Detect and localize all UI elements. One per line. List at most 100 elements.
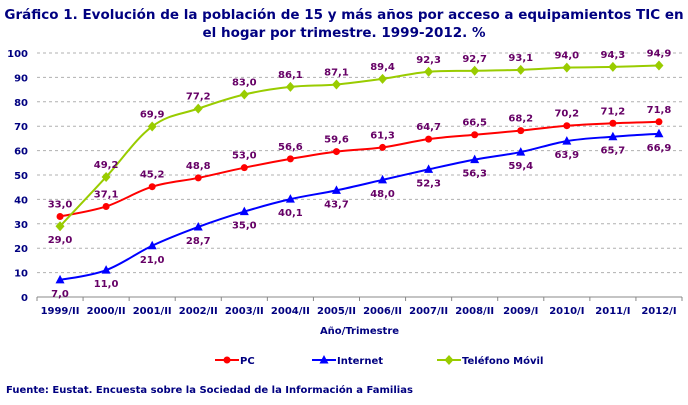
data-label: 65,7 xyxy=(601,146,626,157)
data-point-marker xyxy=(148,183,156,191)
data-point-marker xyxy=(562,62,572,73)
data-label: 59,6 xyxy=(324,135,349,146)
data-point-marker xyxy=(470,65,480,76)
data-label: 94,9 xyxy=(647,48,672,59)
data-point-marker xyxy=(424,164,434,173)
data-point-marker xyxy=(654,60,664,71)
data-point-marker xyxy=(378,73,388,84)
x-tick-label: 1999/II xyxy=(41,306,80,317)
y-tick-label: 20 xyxy=(14,244,28,255)
data-label: 35,0 xyxy=(232,221,257,232)
x-tick-label: 2011/I xyxy=(595,306,630,317)
chart-title: Gráfico 1. Evolución de la población de … xyxy=(4,7,684,41)
data-label: 94,3 xyxy=(601,50,626,61)
y-tick-label: 100 xyxy=(7,49,28,60)
data-label: 49,2 xyxy=(94,160,119,171)
data-label: 59,4 xyxy=(508,161,533,172)
data-label: 77,2 xyxy=(186,92,211,103)
source-note: Fuente: Eustat. Encuesta sobre la Socied… xyxy=(6,385,413,396)
data-point-marker xyxy=(285,81,295,92)
data-label: 71,8 xyxy=(647,105,672,116)
data-label: 92,7 xyxy=(462,54,487,65)
data-point-marker xyxy=(516,64,526,75)
x-tick-label: 2006/II xyxy=(363,306,402,317)
x-tick-label: 2005/II xyxy=(317,306,356,317)
legend-marker xyxy=(444,355,454,365)
y-tick-label: 70 xyxy=(14,122,28,133)
data-point-marker xyxy=(517,127,525,135)
data-label: 83,0 xyxy=(232,77,257,88)
data-label: 94,0 xyxy=(554,51,579,62)
data-label: 40,1 xyxy=(278,208,303,219)
data-label: 48,8 xyxy=(186,161,211,172)
legend-label: PC xyxy=(240,356,255,367)
data-label: 63,9 xyxy=(554,150,579,161)
data-label: 52,3 xyxy=(416,178,441,189)
data-point-marker xyxy=(331,185,341,194)
data-point-marker xyxy=(193,103,203,114)
data-point-marker xyxy=(609,119,617,127)
data-point-marker xyxy=(608,131,618,141)
x-tick-label: 2010/I xyxy=(549,306,584,317)
x-tick-label: 2001/II xyxy=(133,306,172,317)
legend-marker xyxy=(223,356,231,364)
data-point-marker xyxy=(655,118,663,126)
data-label: 43,7 xyxy=(324,199,349,210)
data-label: 33,0 xyxy=(48,199,73,210)
data-point-marker xyxy=(471,131,479,139)
data-point-marker xyxy=(470,154,480,164)
data-point-marker xyxy=(608,61,618,72)
y-tick-label: 60 xyxy=(14,147,28,158)
x-axis-title: Año/Trimestre xyxy=(320,326,399,337)
data-label: 70,2 xyxy=(554,109,579,120)
data-label: 7,0 xyxy=(51,289,69,300)
series-line-2 xyxy=(59,64,659,227)
x-tick-label: 2009/I xyxy=(503,306,538,317)
data-point-marker xyxy=(379,143,387,151)
data-label: 66,5 xyxy=(462,118,487,129)
x-tick-label: 2002/II xyxy=(179,306,218,317)
data-label: 87,1 xyxy=(324,67,349,78)
x-tick-label: 2007/II xyxy=(409,306,448,317)
data-label: 56,6 xyxy=(278,142,303,153)
data-point-marker xyxy=(239,89,249,100)
data-label: 92,3 xyxy=(416,55,441,66)
data-point-marker xyxy=(102,202,110,210)
x-tick-label: 2000/II xyxy=(87,306,126,317)
data-point-marker xyxy=(55,221,65,232)
data-label: 93,1 xyxy=(508,53,533,64)
y-tick-label: 80 xyxy=(14,98,28,109)
data-point-marker xyxy=(239,206,249,216)
data-point-marker xyxy=(516,147,526,156)
series-line-1 xyxy=(59,132,660,281)
data-label: 61,3 xyxy=(370,130,395,141)
data-point-marker xyxy=(194,174,202,182)
data-label: 11,0 xyxy=(94,279,119,290)
x-tick-label: 2004/II xyxy=(271,306,310,317)
data-point-marker xyxy=(425,135,433,143)
data-point-marker xyxy=(562,136,572,145)
data-label: 66,9 xyxy=(647,143,672,154)
legend-marker xyxy=(319,355,329,364)
x-tick-label: 2003/II xyxy=(225,306,264,317)
data-label: 45,2 xyxy=(140,170,165,181)
data-label: 21,0 xyxy=(140,255,165,266)
data-point-marker xyxy=(563,122,571,130)
data-label: 71,2 xyxy=(601,106,626,117)
data-label: 37,1 xyxy=(94,189,119,200)
y-tick-label: 0 xyxy=(21,293,28,304)
y-tick-label: 30 xyxy=(14,220,28,231)
data-label: 29,0 xyxy=(48,235,73,246)
data-label: 89,4 xyxy=(370,62,395,73)
data-label: 69,9 xyxy=(140,109,165,120)
data-point-marker xyxy=(424,66,434,77)
data-point-marker xyxy=(101,171,111,182)
data-label: 86,1 xyxy=(278,70,303,81)
data-label: 64,7 xyxy=(416,122,441,133)
data-label: 28,7 xyxy=(186,236,211,247)
data-point-marker xyxy=(193,221,203,231)
data-point-marker xyxy=(654,128,664,138)
y-tick-label: 90 xyxy=(14,73,28,84)
legend-label: Teléfono Móvil xyxy=(462,355,543,367)
